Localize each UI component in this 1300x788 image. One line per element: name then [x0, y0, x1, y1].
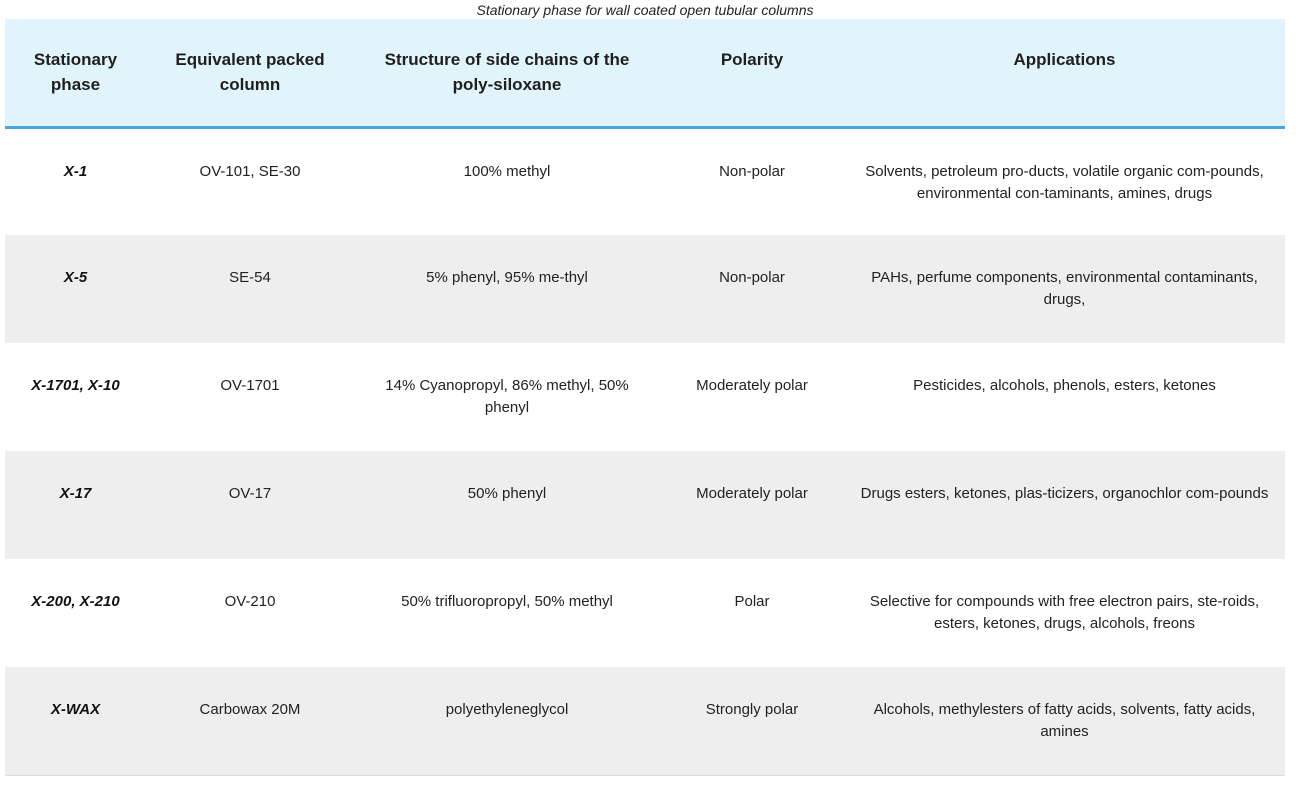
cell-polarity: Polar — [734, 593, 770, 610]
stationary-phase-table: Stationary phase Equivalent packed colum… — [5, 19, 1285, 776]
header-equivalent-packed-column: Equivalent packed column — [146, 19, 354, 129]
header-polarity: Polarity — [660, 19, 844, 129]
cell-structure: 50% trifluoropropyl, 50% methyl — [401, 593, 613, 610]
cell-applications: Alcohols, methylesters of fatty acids, s… — [873, 701, 1256, 740]
cell-stationary-phase: X-5 — [63, 269, 88, 286]
cell-polarity: Non-polar — [719, 162, 785, 180]
cell-stationary-phase: X-17 — [59, 485, 92, 502]
table-row: X-1701, X-10 OV-1701 14% Cyanopropyl, 86… — [5, 343, 1285, 451]
header-row: Stationary phase Equivalent packed colum… — [5, 19, 1285, 129]
cell-polarity: Non-polar — [719, 269, 785, 286]
cell-structure: 14% Cyanopropyl, 86% methyl, 50% phenyl — [385, 377, 629, 416]
cell-packed-column: OV-1701 — [220, 377, 280, 394]
cell-structure: polyethyleneglycol — [445, 701, 569, 718]
cell-packed-column: SE-54 — [229, 269, 271, 286]
cell-applications: Selective for compounds with free electr… — [869, 593, 1260, 632]
header-applications: Applications — [844, 19, 1285, 129]
header-stationary-phase: Stationary phase — [5, 19, 146, 129]
table-row: X-17 OV-17 50% phenyl Moderately polar D… — [5, 451, 1285, 559]
cell-structure: 50% phenyl — [467, 485, 547, 502]
cell-applications: Drugs esters, ketones, plas-ticizers, or… — [860, 485, 1269, 502]
cell-applications: PAHs, perfume components, environmental … — [871, 269, 1258, 308]
cell-applications: Solvents, petroleum pro-ducts, volatile … — [865, 162, 1264, 202]
table-row: X-5 SE-54 5% phenyl, 95% me-thyl Non-pol… — [5, 235, 1285, 343]
table-row: X-1 OV-101, SE-30 100% methyl Non-polar … — [5, 127, 1285, 235]
cell-applications: Pesticides, alcohols, phenols, esters, k… — [913, 377, 1216, 394]
table-body: X-1 OV-101, SE-30 100% methyl Non-polar … — [5, 127, 1285, 775]
cell-stationary-phase: X-1701, X-10 — [31, 377, 120, 394]
cell-stationary-phase: X-200, X-210 — [31, 593, 120, 610]
cell-structure: 5% phenyl, 95% me-thyl — [426, 269, 588, 286]
table-row: X-WAX Carbowax 20M polyethyleneglycol St… — [5, 667, 1285, 775]
cell-packed-column: OV-17 — [228, 485, 272, 502]
cell-polarity: Moderately polar — [696, 377, 808, 394]
header-side-chain-structure: Structure of side chains of the poly-sil… — [354, 19, 660, 129]
cell-structure: 100% methyl — [463, 162, 551, 180]
cell-stationary-phase: X-WAX — [50, 701, 101, 718]
cell-polarity: Strongly polar — [705, 701, 799, 718]
table-header: Stationary phase Equivalent packed colum… — [5, 19, 1285, 129]
cell-packed-column: Carbowax 20M — [199, 701, 301, 718]
cell-polarity: Moderately polar — [696, 485, 808, 502]
cell-packed-column: OV-210 — [224, 593, 276, 610]
cell-packed-column: OV-101, SE-30 — [199, 162, 301, 180]
table-row: X-200, X-210 OV-210 50% trifluoropropyl,… — [5, 559, 1285, 667]
table-caption: Stationary phase for wall coated open tu… — [476, 2, 814, 18]
cell-stationary-phase: X-1 — [63, 162, 88, 180]
